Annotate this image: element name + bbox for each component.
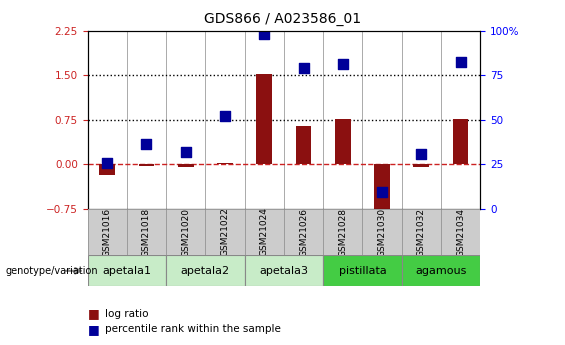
Text: GSM21028: GSM21028 [338,207,347,257]
Bar [257,74,272,164]
Bar [295,126,311,164]
Bar [138,164,154,166]
Text: GSM21032: GSM21032 [417,207,426,257]
Text: log ratio: log ratio [105,309,148,319]
Text: pistillata: pistillata [338,266,386,276]
Text: agamous: agamous [415,266,467,276]
Text: percentile rank within the sample: percentile rank within the sample [105,325,280,334]
FancyBboxPatch shape [323,255,402,286]
Point [299,66,308,71]
Point [456,60,465,65]
Text: GSM21022: GSM21022 [220,208,229,256]
Bar [374,164,390,215]
Text: apetala2: apetala2 [181,266,230,276]
Bar [99,164,115,175]
Text: genotype/variation: genotype/variation [6,266,98,276]
Point [377,189,386,195]
Text: GSM21034: GSM21034 [456,207,465,257]
Bar [453,119,468,164]
Bar [414,164,429,167]
FancyBboxPatch shape [245,255,323,286]
FancyBboxPatch shape [402,255,480,286]
Point [103,160,112,166]
Point [220,113,229,118]
Text: GDS866 / A023586_01: GDS866 / A023586_01 [204,12,361,26]
Text: apetala3: apetala3 [259,266,308,276]
Point [260,31,269,37]
Point [338,61,347,66]
Text: GSM21030: GSM21030 [377,207,386,257]
Text: ■: ■ [88,307,99,321]
Bar [178,164,194,167]
Text: GSM21018: GSM21018 [142,207,151,257]
Bar [217,163,233,164]
Text: GSM21016: GSM21016 [103,207,112,257]
Text: apetala1: apetala1 [102,266,151,276]
Bar [335,119,351,164]
FancyBboxPatch shape [166,255,245,286]
Text: GSM21020: GSM21020 [181,207,190,257]
FancyBboxPatch shape [88,255,166,286]
Point [142,141,151,146]
Point [181,150,190,155]
Text: GSM21026: GSM21026 [299,207,308,257]
Text: ■: ■ [88,323,99,336]
Point [417,151,426,157]
Text: GSM21024: GSM21024 [260,208,269,256]
